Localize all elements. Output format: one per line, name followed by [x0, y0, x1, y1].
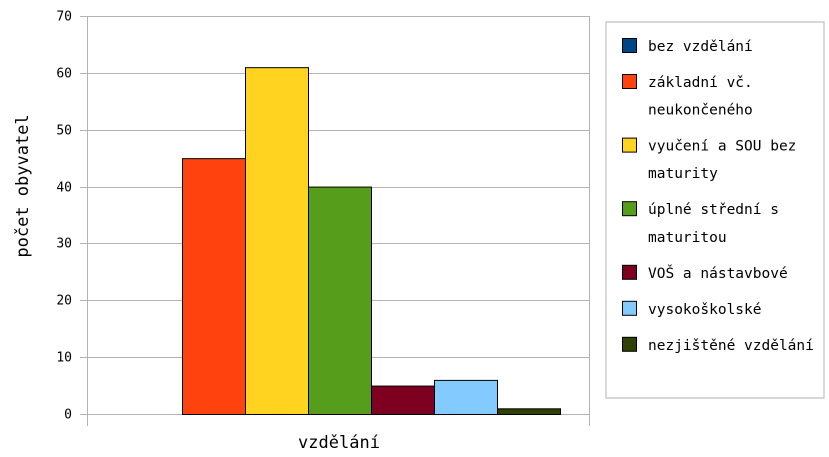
legend-swatch	[622, 74, 637, 89]
legend-item: úplné střední s maturitou	[622, 201, 779, 246]
legend-label: maturity	[648, 166, 718, 182]
legend-label: neukončeného	[648, 103, 753, 119]
bar	[245, 67, 309, 416]
legend-item: bez vzdělání	[622, 38, 753, 55]
legend-item: základní vč. neukončeného	[622, 74, 753, 119]
legend-label: úplné střední s	[648, 202, 779, 218]
y-tick-label: 30	[56, 237, 72, 252]
bar	[371, 385, 435, 416]
legend-label: nezjištěné vzdělání	[648, 338, 814, 354]
y-axis-label: počet obyvatel	[13, 114, 33, 257]
legend-box	[605, 21, 825, 399]
legend-item: vysokoškolské	[622, 300, 762, 318]
x-axis-label: vzdělání	[298, 433, 380, 453]
legend-label: bez vzdělání	[648, 39, 753, 55]
y-tick-label: 40	[56, 181, 72, 196]
legend-label: vysokoškolské	[648, 302, 762, 318]
legend-swatch	[622, 336, 637, 352]
legend-swatch	[622, 38, 637, 53]
bar	[182, 158, 246, 415]
legend-label: vyučení a SOU bez	[648, 139, 796, 155]
y-tick-label: 10	[56, 351, 72, 366]
legend-label: základní vč.	[648, 75, 753, 91]
bar	[434, 379, 498, 415]
bar	[497, 408, 561, 416]
y-tick-label: 0	[64, 408, 72, 423]
legend-swatch	[622, 264, 637, 280]
legend-label: maturitou	[648, 230, 727, 246]
legend-item: VOŠ a nástavbové	[622, 264, 788, 282]
legend: bez vzdělání základní vč. neukončeného vyuč…	[605, 21, 825, 399]
legend-item: vyučení a SOU bez maturity	[622, 137, 796, 182]
y-tick-labels: 0 10 20 30 40 50 60 70	[56, 10, 72, 423]
y-tick-label: 60	[56, 67, 72, 82]
bar	[308, 186, 372, 415]
y-tick-label: 20	[56, 294, 72, 309]
legend-label: VOŠ a nástavbové	[648, 264, 788, 282]
legend-swatch	[622, 300, 637, 316]
axes	[87, 16, 590, 426]
y-tick-label: 50	[56, 124, 72, 139]
y-tick-label: 70	[56, 10, 72, 25]
legend-swatch	[622, 137, 637, 153]
bars	[182, 67, 561, 416]
legend-item: nezjištěné vzdělání	[622, 336, 814, 354]
legend-swatch	[622, 201, 637, 217]
